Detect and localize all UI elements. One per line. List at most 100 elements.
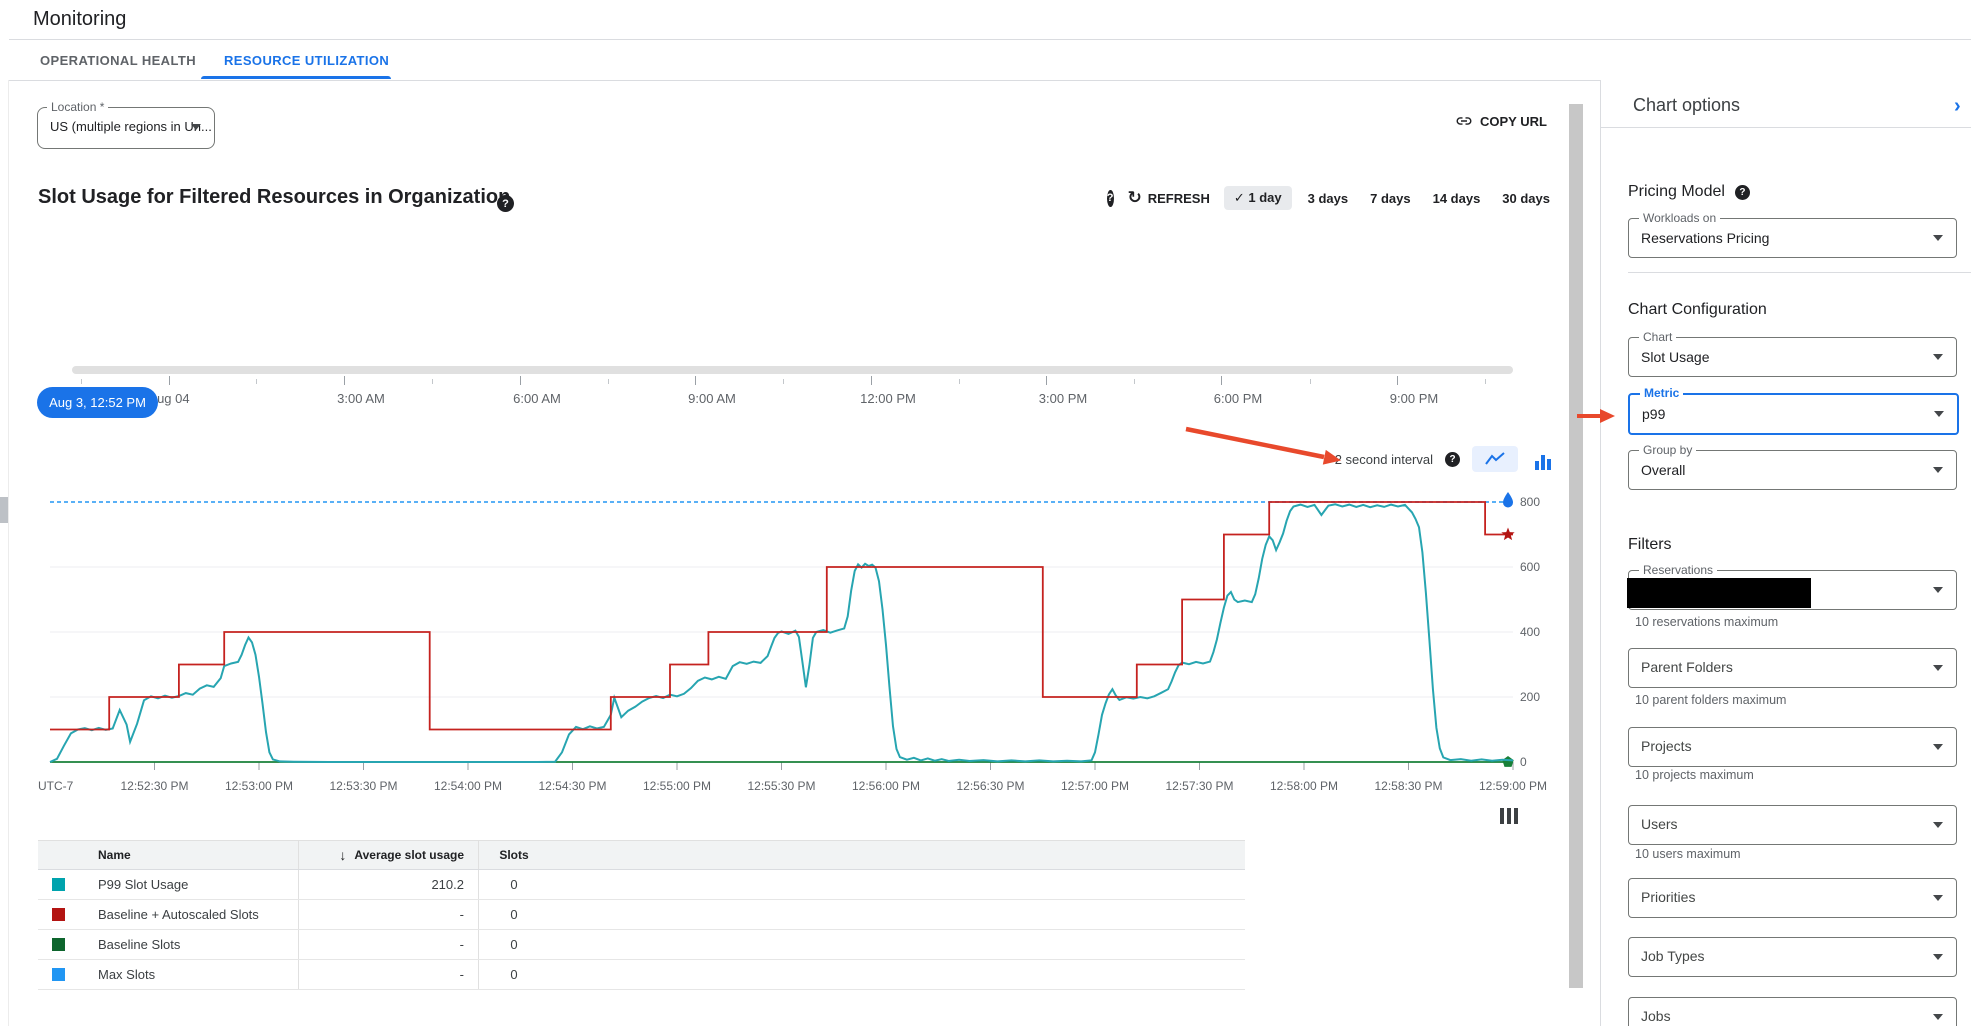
current-time-pill[interactable]: Aug 3, 12:52 PM	[37, 387, 158, 418]
slots-cell: 0	[510, 937, 518, 952]
x-axis-label: 12:55:30 PM	[747, 779, 816, 793]
time-range-14-days[interactable]: 14 days	[1432, 190, 1481, 206]
table-header-swatch-col	[38, 841, 78, 869]
link-icon	[1455, 112, 1473, 130]
chart-title: Slot Usage for Filtered Resources in Org…	[38, 186, 511, 208]
help-icon[interactable]: ?	[1734, 184, 1750, 200]
workloads-on-label: Workloads on	[1639, 211, 1721, 225]
time-range-3-days[interactable]: 3 days	[1307, 190, 1349, 206]
metric-select[interactable]: Metric p99	[1628, 386, 1959, 435]
timeline-label: 6:00 AM	[513, 391, 561, 406]
series-color-swatch	[51, 908, 65, 921]
timeline-tick	[871, 376, 872, 385]
timeline-minor-tick	[256, 379, 257, 384]
collapse-panel-icon[interactable]: ›	[1954, 95, 1961, 117]
tab-resource-utilization[interactable]: RESOURCE UTILIZATION	[224, 53, 390, 68]
filter-jobs-select[interactable]: Jobs	[1628, 997, 1957, 1026]
timeline-scrubber-bar[interactable]	[72, 366, 1513, 374]
series-color-swatch	[51, 878, 65, 891]
timeline-minor-tick	[783, 379, 784, 384]
location-label: Location *	[47, 100, 109, 114]
table-row[interactable]: Max Slots - 0	[38, 960, 1245, 990]
series-swatch-cell	[38, 930, 78, 959]
filter-reservations-label: Reservations	[1639, 563, 1718, 577]
chart-select[interactable]: Chart Slot Usage	[1628, 330, 1957, 377]
timeline-tick	[344, 376, 345, 385]
chevron-down-icon	[1933, 235, 1943, 241]
copy-url-button[interactable]: COPY URL	[1455, 112, 1547, 130]
location-select[interactable]: Location * US (multiple regions in Un...	[37, 100, 215, 149]
line-chart-icon	[1485, 452, 1505, 465]
timeline-minor-tick	[608, 379, 609, 384]
sidebar-section-divider	[1628, 272, 1971, 273]
filter-priorities-select[interactable]: Priorities	[1628, 878, 1957, 918]
filter-users-select[interactable]: Users	[1628, 805, 1957, 845]
filter-jobs-placeholder: Jobs	[1641, 1008, 1671, 1024]
slots-cell: 0	[510, 877, 518, 892]
series-name-cell: Baseline Slots	[78, 930, 299, 959]
chart-configuration-heading: Chart Configuration	[1628, 301, 1767, 318]
chevron-down-icon	[1933, 354, 1943, 360]
slot-usage-chart[interactable]	[38, 488, 1570, 798]
filter-priorities-placeholder: Priorities	[1641, 889, 1696, 905]
series-p99-slot-usage	[49, 503, 1514, 763]
max-slots-pin-marker	[1503, 492, 1513, 508]
table-header-avg[interactable]: ↓ Average slot usage	[299, 841, 479, 869]
time-range-7-days[interactable]: 7 days	[1370, 190, 1411, 206]
copy-url-label: COPY URL	[1480, 113, 1547, 129]
table-row[interactable]: P99 Slot Usage 210.2 0	[38, 870, 1245, 900]
bar-chart-toggle[interactable]	[1530, 444, 1556, 474]
avg-slot-usage-cell: -	[299, 930, 479, 959]
table-header-name: Name	[78, 841, 299, 869]
chevron-down-icon	[1933, 744, 1943, 750]
y-axis-label: 0	[1520, 755, 1527, 769]
time-range-1-day[interactable]: ✓ 1 day	[1223, 186, 1292, 210]
filter-reservations-select[interactable]: Reservations	[1627, 563, 1957, 610]
filter-helper-text: 10 parent folders maximum	[1635, 693, 1787, 707]
timeline-tick	[520, 376, 521, 385]
metric-value: p99	[1642, 406, 1666, 422]
x-axis-label: 12:54:00 PM	[433, 779, 503, 793]
timeline-label: 9:00 PM	[1389, 391, 1439, 406]
x-axis-label: 12:53:30 PM	[329, 779, 398, 793]
tab-operational-health[interactable]: OPERATIONAL HEALTH	[40, 53, 196, 68]
filter-parent-folders-select[interactable]: Parent Folders	[1628, 648, 1957, 688]
filters-heading: Filters	[1628, 536, 1672, 553]
help-icon[interactable]: ?	[1106, 189, 1114, 207]
help-icon[interactable]: ?	[497, 195, 514, 212]
left-scrollbar-thumb[interactable]	[0, 497, 8, 523]
active-tab-underline	[201, 76, 391, 79]
group-by-select[interactable]: Group by Overall	[1628, 443, 1957, 490]
series-swatch-cell	[38, 870, 78, 899]
table-row[interactable]: Baseline + Autoscaled Slots - 0	[38, 900, 1245, 930]
chevron-down-icon	[1933, 665, 1943, 671]
y-axis-label: 800	[1520, 495, 1541, 509]
help-icon[interactable]: ?	[1445, 451, 1460, 467]
column-picker-icon[interactable]	[1500, 808, 1522, 826]
time-range-30-days[interactable]: 30 days	[1502, 190, 1550, 206]
x-axis-label: 12:57:30 PM	[1165, 779, 1234, 793]
table-row[interactable]: Baseline Slots - 0	[38, 930, 1245, 960]
filter-job-types-select[interactable]: Job Types	[1628, 937, 1957, 977]
workloads-on-select[interactable]: Workloads on Reservations Pricing	[1628, 211, 1957, 258]
refresh-button[interactable]: ↻ REFRESH	[1128, 188, 1210, 208]
group-by-value: Overall	[1641, 462, 1686, 478]
table-header-slots: Slots	[499, 848, 529, 862]
header-divider	[9, 39, 1971, 40]
series-name-cell: Baseline + Autoscaled Slots	[78, 900, 299, 929]
x-axis-label: 12:56:30 PM	[956, 779, 1025, 793]
filter-projects-select[interactable]: Projects	[1628, 727, 1957, 767]
x-axis-label: 12:54:30 PM	[538, 779, 607, 793]
vertical-scrollbar-thumb[interactable]	[1569, 104, 1583, 988]
timeline-tick	[1397, 376, 1398, 385]
chart-label: Chart	[1639, 330, 1677, 344]
interval-row: 2 second interval ?	[1240, 444, 1556, 474]
group-by-label: Group by	[1639, 443, 1697, 457]
timeline-tick	[695, 376, 696, 385]
line-chart-toggle[interactable]	[1472, 446, 1518, 472]
filter-helper-text: 10 reservations maximum	[1635, 615, 1779, 629]
filter-parent-folders-placeholder: Parent Folders	[1641, 659, 1733, 675]
series-swatch-cell	[38, 960, 78, 989]
x-axis-label: 12:58:00 PM	[1269, 779, 1339, 793]
